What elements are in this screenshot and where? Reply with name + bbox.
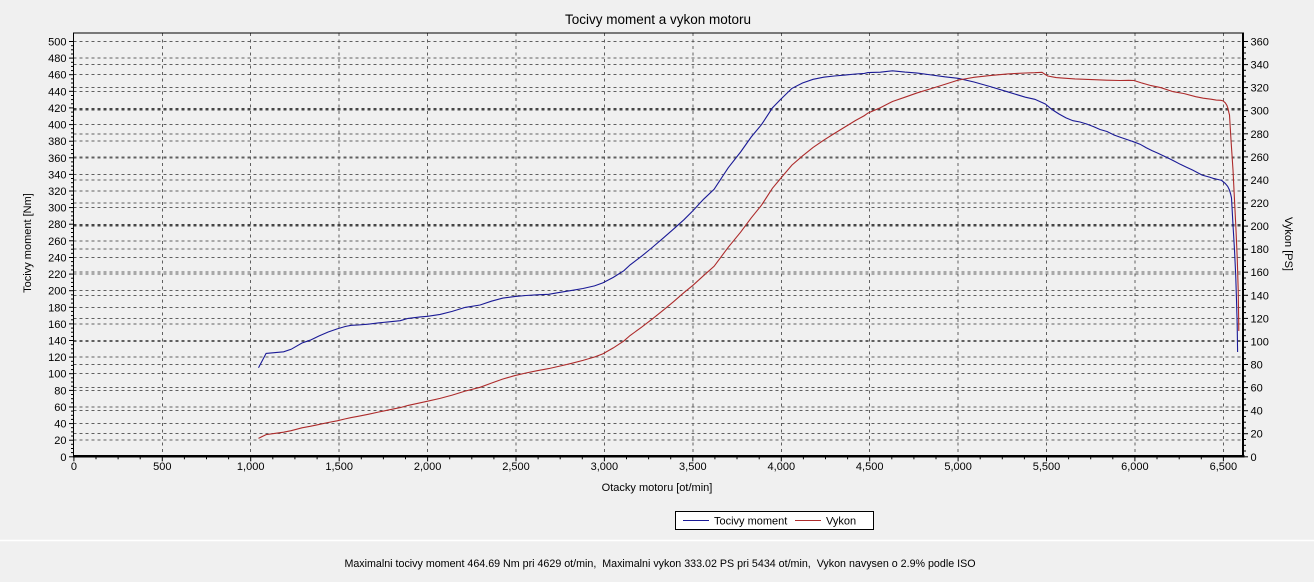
svg-text:120: 120 [1251, 313, 1269, 325]
svg-text:280: 280 [1251, 129, 1269, 141]
svg-text:420: 420 [48, 103, 66, 115]
svg-text:Tocivy moment [Nm]: Tocivy moment [Nm] [22, 193, 34, 293]
svg-text:0: 0 [71, 461, 77, 473]
svg-text:320: 320 [48, 186, 66, 198]
svg-text:5,500: 5,500 [1033, 461, 1061, 473]
svg-text:80: 80 [54, 385, 66, 397]
svg-text:180: 180 [1251, 244, 1269, 256]
svg-text:500: 500 [48, 37, 66, 49]
svg-text:300: 300 [1251, 106, 1269, 118]
svg-text:2,000: 2,000 [414, 461, 442, 473]
svg-text:Tocivy moment: Tocivy moment [714, 516, 787, 528]
svg-text:340: 340 [48, 169, 66, 181]
svg-text:280: 280 [48, 219, 66, 231]
svg-text:160: 160 [1251, 267, 1269, 279]
svg-text:20: 20 [1251, 429, 1263, 441]
svg-text:1,000: 1,000 [237, 461, 265, 473]
svg-text:4,000: 4,000 [768, 461, 796, 473]
svg-text:Vykon: Vykon [826, 516, 856, 528]
svg-text:240: 240 [48, 253, 66, 265]
svg-text:480: 480 [48, 53, 66, 65]
svg-text:200: 200 [48, 286, 66, 298]
svg-text:400: 400 [48, 120, 66, 132]
svg-text:300: 300 [48, 203, 66, 215]
svg-text:0: 0 [60, 452, 66, 464]
svg-text:6,000: 6,000 [1121, 461, 1149, 473]
svg-text:Tocivy moment a vykon motoru: Tocivy moment a vykon motoru [565, 12, 751, 27]
svg-text:0: 0 [1251, 452, 1257, 464]
svg-text:1,500: 1,500 [325, 461, 353, 473]
svg-text:Otacky motoru [ot/min]: Otacky motoru [ot/min] [602, 482, 713, 494]
svg-text:5,000: 5,000 [944, 461, 972, 473]
svg-text:4,500: 4,500 [856, 461, 884, 473]
svg-text:Vykon [PS]: Vykon [PS] [1282, 217, 1294, 271]
svg-text:180: 180 [48, 302, 66, 314]
svg-text:460: 460 [48, 70, 66, 82]
svg-text:160: 160 [48, 319, 66, 331]
svg-text:60: 60 [1251, 383, 1263, 395]
svg-text:260: 260 [1251, 152, 1269, 164]
svg-text:40: 40 [54, 419, 66, 431]
svg-text:380: 380 [48, 136, 66, 148]
svg-text:2,500: 2,500 [502, 461, 530, 473]
svg-text:440: 440 [48, 86, 66, 98]
svg-text:360: 360 [1251, 37, 1269, 49]
svg-text:220: 220 [1251, 198, 1269, 210]
svg-text:220: 220 [48, 269, 66, 281]
svg-text:120: 120 [48, 352, 66, 364]
svg-text:500: 500 [153, 461, 171, 473]
svg-text:140: 140 [1251, 290, 1269, 302]
svg-text:3,500: 3,500 [679, 461, 707, 473]
svg-text:60: 60 [54, 402, 66, 414]
svg-text:80: 80 [1251, 360, 1263, 372]
svg-text:200: 200 [1251, 221, 1269, 233]
svg-text:6,500: 6,500 [1210, 461, 1238, 473]
svg-text:360: 360 [48, 153, 66, 165]
svg-text:320: 320 [1251, 83, 1269, 95]
svg-text:100: 100 [1251, 336, 1269, 348]
svg-text:340: 340 [1251, 60, 1269, 72]
svg-text:100: 100 [48, 369, 66, 381]
svg-text:240: 240 [1251, 175, 1269, 187]
svg-text:3,000: 3,000 [591, 461, 619, 473]
svg-text:Maximalni tocivy moment 464.69: Maximalni tocivy moment 464.69 Nm pri 46… [344, 558, 975, 570]
svg-text:20: 20 [54, 435, 66, 447]
svg-text:140: 140 [48, 336, 66, 348]
svg-text:40: 40 [1251, 406, 1263, 418]
svg-text:260: 260 [48, 236, 66, 248]
